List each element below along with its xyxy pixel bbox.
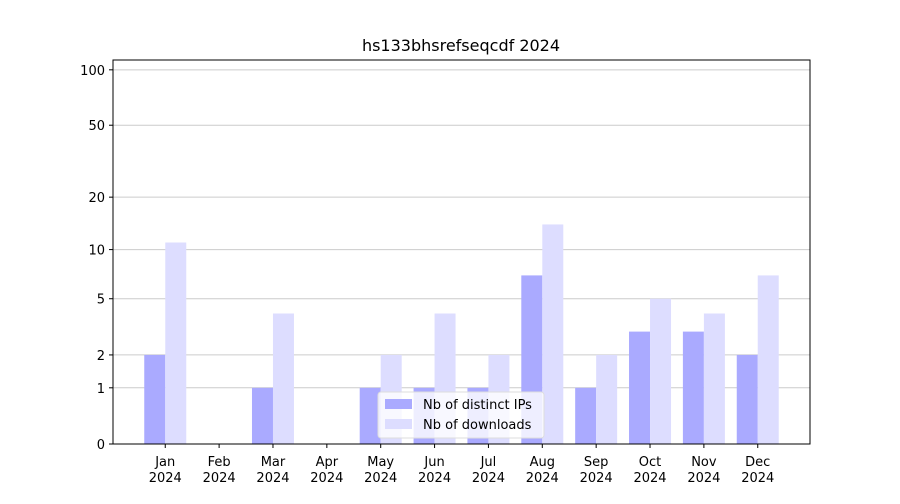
y-tick-label: 1 <box>97 382 105 397</box>
x-tick-label: May 2024 <box>364 455 397 486</box>
bar <box>542 224 564 444</box>
y-tick-label: 100 <box>80 64 105 79</box>
legend-label: Nb of distinct IPs <box>423 398 532 413</box>
x-tick-label: Sep 2024 <box>580 455 613 486</box>
y-tick-label: 50 <box>88 119 105 134</box>
legend-swatch <box>385 419 412 429</box>
legend-swatch <box>385 399 412 409</box>
bar <box>272 313 294 444</box>
x-tick-label: Jun 2024 <box>418 455 451 486</box>
y-tick-label: 20 <box>88 191 105 206</box>
plot-frame <box>112 59 811 445</box>
y-tick-label: 0 <box>97 438 105 453</box>
bar <box>650 298 672 444</box>
x-tick-label: Nov 2024 <box>687 455 720 486</box>
bar <box>575 387 597 444</box>
bar <box>703 313 725 444</box>
bar <box>359 387 381 444</box>
x-tick-label: Jul 2024 <box>472 455 505 486</box>
bar <box>165 242 187 444</box>
x-tick-label: Dec 2024 <box>741 455 774 486</box>
x-tick-label: Aug 2024 <box>526 455 559 486</box>
y-tick-label: 10 <box>88 244 105 259</box>
chart-title: hs133bhsrefseqcdf 2024 <box>362 36 560 55</box>
bar <box>596 354 618 444</box>
x-tick-label: Oct 2024 <box>633 455 666 486</box>
x-tick-label: Apr 2024 <box>310 455 343 486</box>
y-tick-label: 5 <box>97 293 105 308</box>
y-tick-label: 2 <box>97 349 105 364</box>
legend-label: Nb of downloads <box>423 418 532 433</box>
bar <box>736 354 758 444</box>
legend-box <box>377 391 545 439</box>
x-tick-label: Mar 2024 <box>256 455 289 486</box>
x-tick-label: Jan 2024 <box>149 455 182 486</box>
bar <box>629 331 651 444</box>
bar <box>757 275 779 444</box>
x-tick-label: Feb 2024 <box>203 455 236 486</box>
bar <box>682 331 704 444</box>
bar <box>144 354 166 444</box>
bar <box>251 387 273 444</box>
